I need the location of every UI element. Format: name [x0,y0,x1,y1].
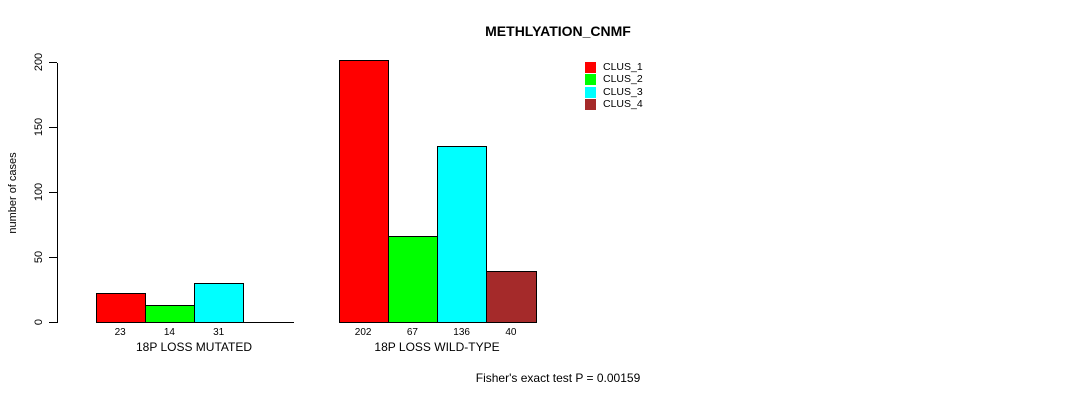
legend-label: CLUS_3 [603,85,643,98]
group-label: 18P LOSS MUTATED [135,340,253,354]
bar-value-label: 136 [453,327,470,338]
legend: CLUS_1 CLUS_2 CLUS_3 CLUS_4 [585,62,643,111]
bar-value-label: 67 [406,327,418,338]
bar-value-label: 202 [354,327,372,338]
legend-item: CLUS_4 [585,97,643,110]
bar-value-label: 14 [163,327,175,338]
y-axis-tick-label: 100 [33,182,45,202]
legend-swatch [585,62,596,73]
bar-clus_2-2 [388,236,438,323]
y-axis-line [57,63,58,323]
bar-value-label: 31 [213,327,225,338]
legend-item: CLUS_3 [585,85,643,98]
bar-clus_1-1 [96,293,146,323]
y-axis-tick [49,127,57,128]
y-axis-tick-label: 150 [33,117,45,137]
bar-clus_4-2 [486,271,537,323]
group-label: 18P LOSS WILD-TYPE [374,340,500,354]
y-axis-tick [49,192,57,193]
bar-value-label: 40 [505,327,517,338]
legend-label: CLUS_2 [603,73,643,86]
legend-label: CLUS_1 [603,61,643,73]
legend-item: CLUS_1 [585,62,643,73]
legend-swatch [585,74,596,86]
y-axis-tick [49,257,57,258]
y-axis-tick-label: 200 [33,52,45,72]
y-axis-tick [49,62,57,63]
bar-clus_3-1 [194,283,244,323]
bar-clus_1-2 [339,60,389,323]
y-axis-tick-label: 50 [33,250,45,264]
bar-clus_2-1 [145,305,195,323]
bar-value-label: 23 [114,327,126,338]
legend-item: CLUS_2 [585,73,643,86]
legend-swatch [585,98,596,110]
legend-swatch [585,86,596,98]
bar-clus_3-2 [437,146,487,323]
y-axis-tick [49,322,57,323]
chart-title: METHLYATION_CNMF [485,23,631,39]
legend-label: CLUS_4 [603,97,643,110]
footer-note: Fisher's exact test P = 0.00159 [475,371,641,385]
y-axis-tick-label: 0 [33,318,45,326]
